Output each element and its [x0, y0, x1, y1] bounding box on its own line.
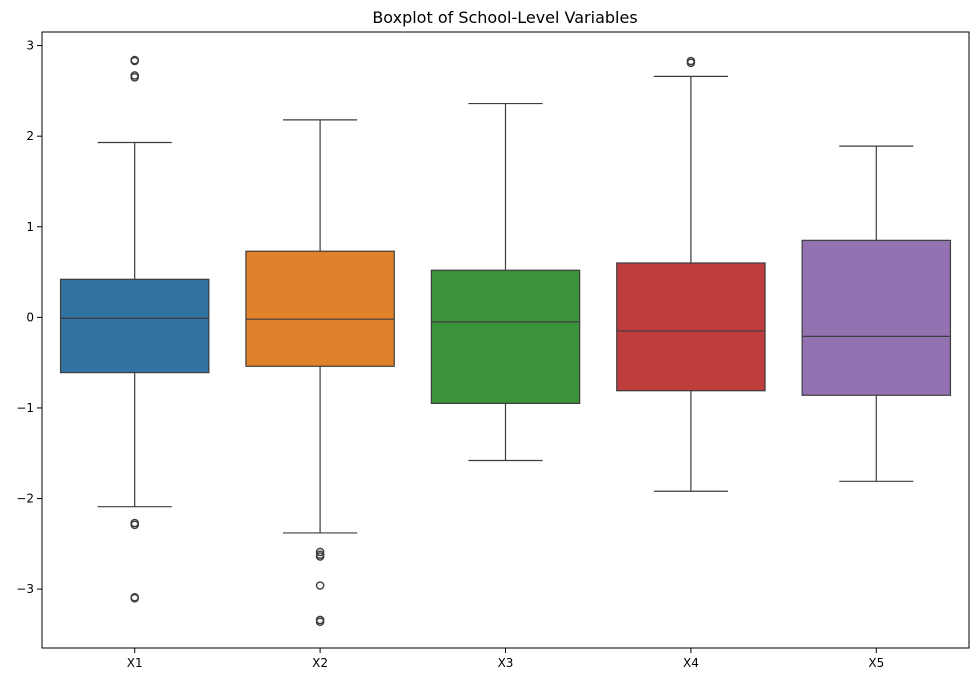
- y-tick-label: 3: [26, 39, 34, 53]
- outlier-point: [130, 593, 139, 603]
- axes: 3 2 1 0 −1 −2 −3 X1 X2 X3 X4 X5: [16, 39, 884, 670]
- y-tick-label: 0: [26, 310, 34, 324]
- y-tick-label: −1: [16, 401, 34, 415]
- box-group-x1: [59, 55, 210, 603]
- outlier-point: [130, 56, 139, 66]
- box-group-x3: [430, 102, 581, 462]
- box: [616, 262, 766, 392]
- y-tick-label: 2: [26, 129, 34, 143]
- chart-title: Boxplot of School-Level Variables: [372, 8, 637, 27]
- outlier-point: [315, 552, 325, 561]
- box-group-x4: [616, 56, 766, 492]
- box: [245, 250, 395, 367]
- outlier-point: [130, 72, 139, 82]
- outlier-point: [315, 617, 325, 627]
- outlier-point: [686, 58, 696, 68]
- x-tick-label: X5: [868, 656, 884, 670]
- box-group-x5: [801, 145, 952, 482]
- outlier-point: [130, 520, 139, 530]
- y-tick-label: 1: [26, 220, 34, 234]
- x-tick-label: X3: [498, 656, 514, 670]
- x-tick-label: X1: [127, 656, 143, 670]
- x-tick-label: X2: [312, 656, 328, 670]
- x-tick-label: X4: [683, 656, 699, 670]
- outlier-point: [315, 581, 325, 590]
- box: [801, 239, 952, 396]
- y-tick-label: −2: [16, 492, 34, 506]
- box: [430, 269, 581, 405]
- box: [59, 278, 210, 374]
- plot-area: [59, 55, 952, 627]
- y-tick-label: −3: [16, 582, 34, 596]
- box-group-x2: [245, 119, 395, 627]
- outlier-point: [315, 547, 325, 557]
